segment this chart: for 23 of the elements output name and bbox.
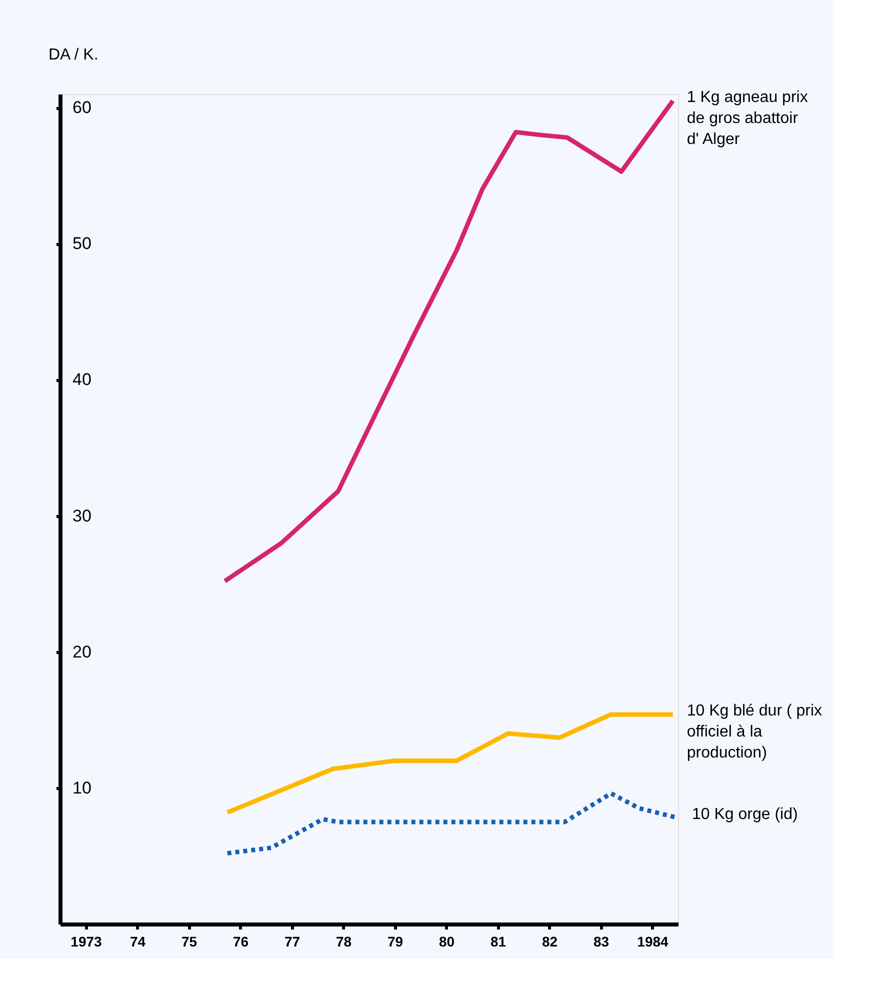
x-tick-label: 1973 — [70, 934, 102, 950]
x-tick-label: 82 — [542, 934, 558, 950]
y-tick-label: 20 — [72, 642, 92, 662]
series-label: 10 Kg orge (id) — [692, 806, 798, 823]
y-axis-title: DA / K. — [48, 46, 98, 64]
series-label: 10 Kg blé dur ( prix officiel à la production) — [686, 702, 822, 762]
line-series — [222, 98, 676, 584]
y-tick-label: 60 — [72, 98, 92, 118]
x-tick-label: 1984 — [637, 934, 669, 950]
y-tick-label: 50 — [72, 234, 92, 254]
x-tick-label: 78 — [336, 934, 352, 950]
x-tick-label: 74 — [130, 934, 146, 950]
y-tick-label: 40 — [72, 370, 92, 390]
y-tick-label: 30 — [72, 506, 92, 526]
series-label: 1 Kg agneau prix de gros abattoir d' Alger — [686, 88, 808, 148]
x-tick-label: 81 — [490, 934, 506, 950]
x-tick-label: 77 — [284, 934, 300, 950]
y-tick-label: 10 — [72, 778, 92, 798]
x-tick-label: 76 — [232, 934, 249, 950]
x-tick-label: 75 — [181, 934, 198, 950]
x-tick-label: 80 — [438, 934, 455, 950]
x-tick-label: 79 — [387, 934, 404, 950]
x-tick-label: 83 — [593, 934, 610, 950]
